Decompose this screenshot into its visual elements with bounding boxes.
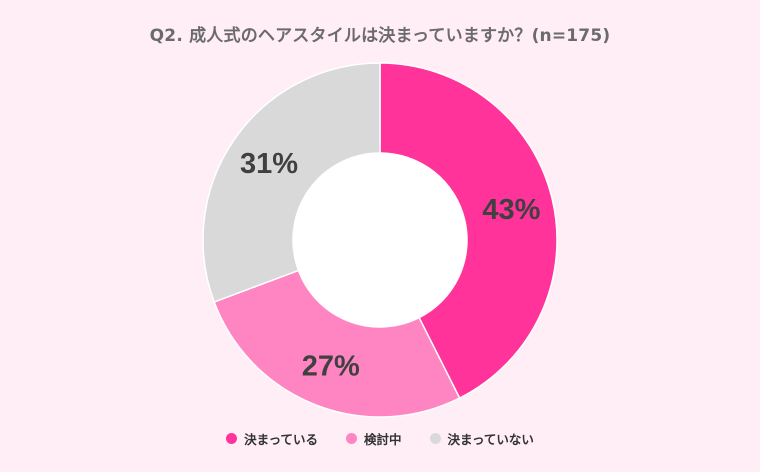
legend-item-undecided: 決まっていない bbox=[429, 429, 534, 448]
legend-label-undecided: 決まっていない bbox=[447, 432, 534, 447]
donut-hole bbox=[293, 153, 467, 327]
chart-title: Q2. 成人式のヘアスタイルは決まっていますか？(n=175) bbox=[149, 26, 611, 46]
legend-item-considering: 検討中 bbox=[345, 429, 402, 448]
slice-label-considering: 27% bbox=[302, 351, 360, 383]
legend-swatch-undecided bbox=[429, 433, 441, 444]
legend-swatch-considering bbox=[345, 433, 357, 444]
slice-label-decided: 43% bbox=[482, 194, 540, 226]
legend-item-decided: 決まっている bbox=[226, 429, 318, 448]
slice-label-undecided: 31% bbox=[240, 148, 298, 180]
legend-swatch-decided bbox=[226, 433, 238, 444]
legend-label-considering: 検討中 bbox=[363, 432, 402, 447]
chart-legend: 決まっている 検討中 決まっていない bbox=[0, 429, 760, 448]
legend-label-decided: 決まっている bbox=[244, 432, 318, 447]
